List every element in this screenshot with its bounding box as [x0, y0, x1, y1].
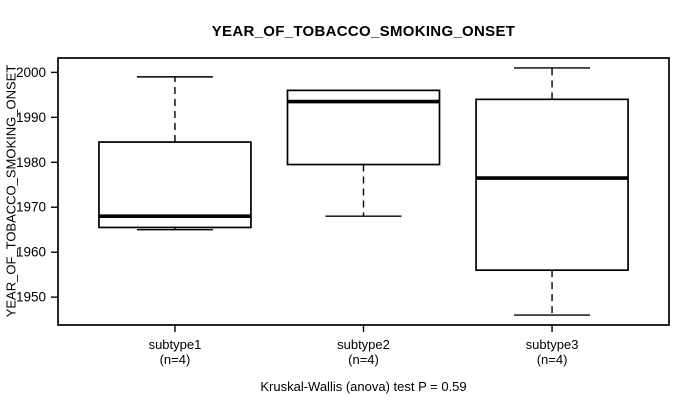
y-tick-label: 1970	[16, 200, 46, 215]
x-axis-label: subtype2	[337, 337, 390, 352]
sample-size-label: (n=4)	[537, 352, 568, 367]
iqr-box	[98, 141, 252, 229]
sample-size-label: (n=4)	[348, 352, 379, 367]
plot-border	[57, 57, 670, 326]
boxplot-subtype1	[98, 76, 252, 231]
x-axis-label: subtype1	[149, 337, 202, 352]
y-tick-label: 1980	[16, 155, 46, 170]
statistical-test-caption: Kruskal-Wallis (anova) test P = 0.59	[260, 379, 467, 394]
x-axis-label: subtype3	[526, 337, 579, 352]
chart-title: YEAR_OF_TOBACCO_SMOKING_ONSET	[211, 23, 516, 40]
y-tick-label: 1960	[16, 245, 46, 260]
boxplot-subtype2	[286, 89, 441, 217]
y-tick-label: 2000	[16, 65, 46, 80]
y-tick-label: 1990	[16, 110, 46, 125]
y-tick-label: 1950	[16, 290, 46, 305]
boxplot-subtype3	[475, 67, 629, 316]
iqr-box	[475, 98, 629, 272]
sample-size-label: (n=4)	[160, 352, 191, 367]
